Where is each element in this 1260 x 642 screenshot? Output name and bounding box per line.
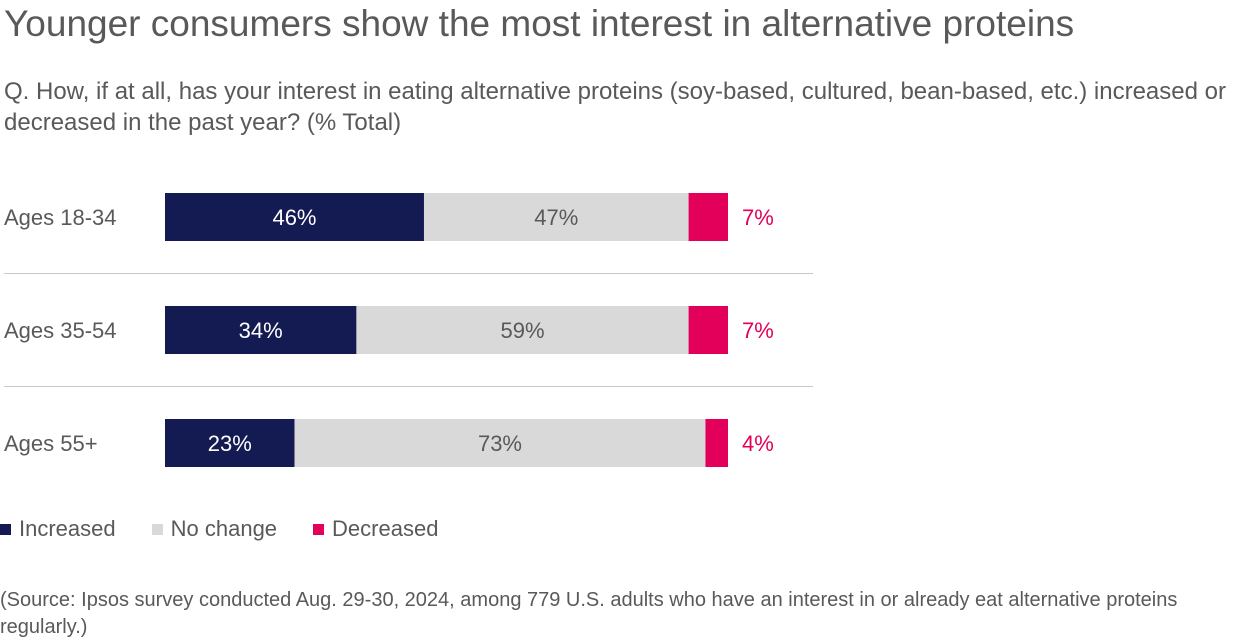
category-label: Ages 18-34 <box>4 205 117 230</box>
category-label: Ages 35-54 <box>4 318 117 343</box>
legend-item-decreased: Decreased <box>313 516 438 542</box>
data-label-no_change: 47% <box>534 205 578 230</box>
bar-segment-increased <box>165 419 295 467</box>
data-label-decreased: 7% <box>742 205 774 230</box>
legend-item-no-change: No change <box>151 516 278 542</box>
bar-segment-decreased <box>688 193 728 241</box>
legend-label-no-change: No change <box>170 516 278 541</box>
bar-segment-decreased <box>688 306 728 354</box>
bar-segment-no_change <box>423 193 689 241</box>
bar-segment-increased <box>165 306 357 354</box>
bar-segment-increased <box>165 193 424 241</box>
legend-label-increased: Increased <box>19 516 116 541</box>
data-label-decreased: 4% <box>742 431 774 456</box>
chart-title: Younger consumers show the most interest… <box>4 3 1075 44</box>
data-label-no_change: 73% <box>478 431 522 456</box>
legend-swatch-increased <box>0 523 11 535</box>
data-label-decreased: 7% <box>742 318 774 343</box>
data-label-no_change: 59% <box>500 318 544 343</box>
data-label-increased: 23% <box>208 431 252 456</box>
source-note: (Source: Ipsos survey conducted Aug. 29-… <box>0 589 1178 638</box>
data-label-increased: 46% <box>272 205 316 230</box>
data-label-increased: 34% <box>239 318 283 343</box>
legend: Increased No change Decreased <box>0 516 474 542</box>
legend-label-decreased: Decreased <box>332 516 439 541</box>
stacked-bar-chart: Ages 18-34 46% 47% 7% Ages 35-54 34% 59% 7% Ages… <box>4 193 813 467</box>
bar-segment-no_change <box>356 306 689 354</box>
bar-segment-decreased <box>705 419 728 467</box>
bar-segment-no_change <box>294 419 706 467</box>
legend-item-increased: Increased <box>0 516 116 542</box>
chart-subtitle: Q. How, if at all, has your interest in … <box>4 78 1226 136</box>
category-label: Ages 55+ <box>4 431 98 456</box>
legend-swatch-no-change <box>151 523 163 535</box>
legend-swatch-decreased <box>313 523 325 535</box>
